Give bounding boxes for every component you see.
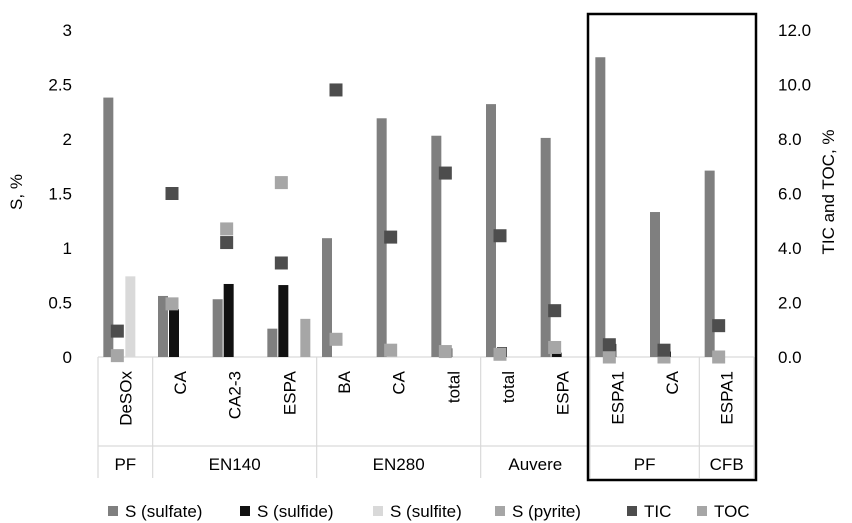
- legend-swatch: [697, 506, 707, 516]
- legend-label: S (pyrite): [512, 502, 581, 521]
- marker-tic-2: [220, 236, 234, 250]
- legend: S (sulfate) S (sulfide) S (sulfite) S (pyri…: [108, 502, 750, 521]
- y2-axis-title: TIC and TOC, %: [819, 129, 838, 254]
- marker-toc-6: [438, 345, 452, 359]
- category-label: ESPA: [554, 370, 573, 415]
- category-label: CA: [390, 370, 409, 394]
- marker-toc-9: [602, 350, 616, 364]
- y-tick-label: 0.5: [48, 294, 72, 313]
- bar-s-sulfate--10: [650, 212, 660, 357]
- marker-tic-1: [165, 187, 179, 200]
- group-label: PF: [634, 455, 656, 474]
- group-label: EN140: [209, 455, 261, 474]
- marker-tic-5: [384, 230, 398, 244]
- category-label: DeSOx: [116, 371, 135, 426]
- category-label: total: [444, 371, 463, 403]
- group-labels: PF EN140 EN280 Auvere PF CFB: [114, 455, 743, 474]
- markers: [110, 83, 726, 364]
- marker-toc-8: [548, 340, 562, 354]
- bar-s-sulfate--4: [322, 238, 332, 357]
- marker-toc-4: [329, 332, 343, 346]
- bar-s-sulfate--8: [540, 137, 551, 357]
- marker-tic-4: [329, 83, 343, 97]
- legend-label: S (sulfide): [257, 502, 334, 521]
- category-labels: DeSOx CA CA2-3 ESPA BA CA total total ESPA ESPA1 C…: [116, 370, 736, 425]
- left-axis-ticks: 0 0.5 1 1.5 2 2.5 3: [48, 21, 72, 367]
- marker-tic-7: [493, 229, 507, 243]
- bar-s-sulfate--9: [595, 57, 606, 357]
- y2-tick-label: 8.0: [778, 130, 802, 149]
- bar-s-sulfate--3: [267, 328, 278, 357]
- category-label: ESPA1: [608, 371, 627, 425]
- bar-s-sulfate--7: [486, 104, 496, 358]
- marker-toc-1: [165, 297, 179, 311]
- marker-tic-3: [274, 256, 288, 270]
- right-axis-ticks: 0.0 2.0 4.0 6.0 8.0 10.0 12.0: [778, 21, 811, 367]
- category-label: CA: [171, 370, 190, 394]
- legend-swatch: [240, 506, 250, 516]
- y-tick-label: 3: [63, 21, 72, 40]
- y2-tick-label: 10.0: [778, 76, 811, 95]
- marker-toc-7: [493, 347, 507, 361]
- bar-s-sulfide--3: [278, 285, 289, 357]
- group-label: PF: [114, 455, 136, 474]
- legend-swatch: [373, 506, 383, 516]
- marker-tic-10: [657, 343, 671, 357]
- bar-s-sulfite--0: [125, 276, 136, 357]
- group-label: EN280: [373, 455, 425, 474]
- bar-s-sulfate--2: [212, 299, 223, 357]
- axes: [97, 357, 755, 478]
- category-label: total: [499, 371, 518, 403]
- legend-label: TIC: [644, 502, 671, 521]
- category-label: ESPA: [280, 370, 299, 415]
- bar-s-sulfate--6: [431, 135, 442, 357]
- bar-s-pyrite--3: [300, 318, 311, 357]
- y2-tick-label: 0.0: [778, 348, 802, 367]
- marker-tic-0: [110, 324, 124, 338]
- bars: [103, 57, 715, 358]
- y-tick-label: 2: [63, 130, 72, 149]
- bar-s-sulfide--8: [551, 352, 562, 357]
- marker-toc-5: [384, 343, 398, 357]
- legend-swatch: [108, 506, 118, 516]
- bar-s-sulfate--0: [103, 97, 114, 357]
- legend-swatch: [627, 506, 637, 516]
- y-tick-label: 1.5: [48, 185, 72, 204]
- category-label: ESPA1: [718, 371, 737, 425]
- y-tick-label: 0: [63, 348, 72, 367]
- marker-toc-3: [274, 176, 288, 190]
- bar-s-sulfide--1: [169, 309, 179, 357]
- group-label: CFB: [710, 455, 744, 474]
- group-label: Auvere: [508, 455, 562, 474]
- bar-s-sulfide--2: [223, 283, 234, 357]
- marker-toc-11: [712, 350, 726, 364]
- marker-tic-11: [712, 319, 726, 333]
- bar-s-sulfate--1: [158, 295, 168, 357]
- y-tick-label: 2.5: [48, 76, 72, 95]
- y2-tick-label: 4.0: [778, 239, 802, 258]
- y2-tick-label: 12.0: [778, 21, 811, 40]
- category-label: BA: [335, 370, 354, 393]
- legend-label: TOC: [714, 502, 750, 521]
- y-tick-label: 1: [63, 239, 72, 258]
- category-label: CA2-3: [226, 371, 245, 419]
- legend-label: S (sulfite): [390, 502, 462, 521]
- y2-tick-label: 6.0: [778, 185, 802, 204]
- y2-tick-label: 2.0: [778, 294, 802, 313]
- marker-toc-2: [220, 222, 234, 236]
- legend-swatch: [495, 506, 505, 516]
- legend-label: S (sulfate): [125, 502, 202, 521]
- category-label: CA: [663, 370, 682, 394]
- marker-tic-6: [438, 166, 452, 180]
- highlight-box: [586, 12, 758, 482]
- marker-tic-9: [602, 338, 616, 352]
- marker-tic-8: [548, 304, 562, 318]
- bar-s-sulfate--11: [704, 170, 715, 357]
- marker-toc-0: [110, 349, 124, 363]
- y-axis-title: S, %: [7, 174, 26, 210]
- bar-s-sulfate--5: [376, 118, 387, 357]
